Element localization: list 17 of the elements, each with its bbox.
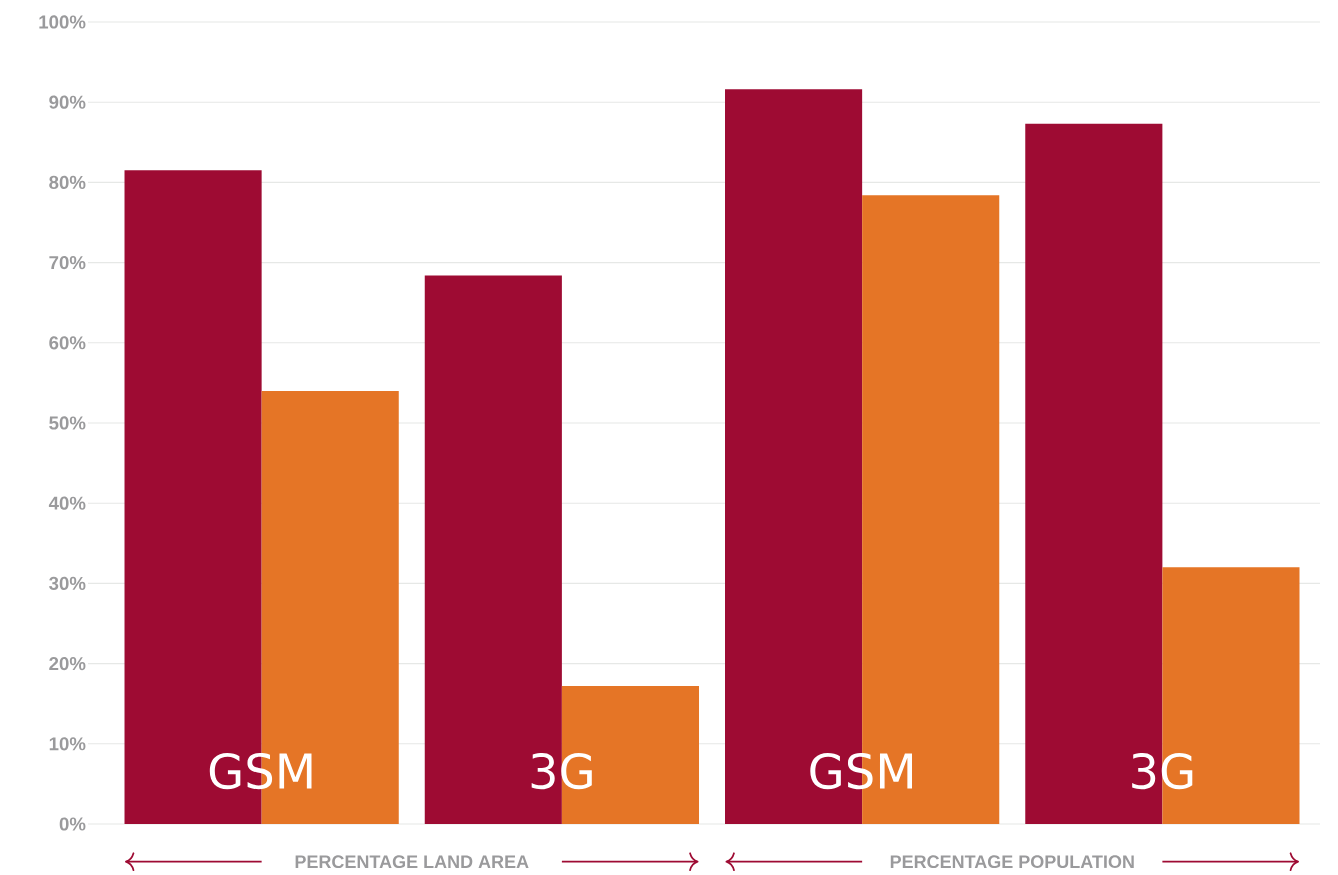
y-tick-label: 70% (49, 255, 86, 270)
y-tick-label: 20% (49, 656, 86, 671)
x-tick-label: GSM (209, 752, 312, 790)
y-tick-label: 0% (59, 817, 86, 831)
x-tick-label: GSM (810, 752, 912, 790)
x-tick-label: 3G (531, 752, 592, 790)
y-tick-label: 10% (49, 737, 86, 751)
y-tick-label: 90% (49, 95, 86, 109)
text: PERCENTAGE POPULATION (890, 855, 1134, 869)
y-tick-label: 40% (48, 496, 86, 510)
text: PERCENTAGE LAND AREA (295, 855, 529, 869)
y-tick-label: 30% (49, 576, 86, 591)
y-tick-label: 100% (39, 15, 86, 29)
y-tick-label: 50% (49, 416, 86, 430)
y-tick-label: 80% (49, 175, 86, 190)
x-tick-label: 3G (1132, 752, 1193, 790)
y-tick-label: 60% (49, 336, 86, 350)
